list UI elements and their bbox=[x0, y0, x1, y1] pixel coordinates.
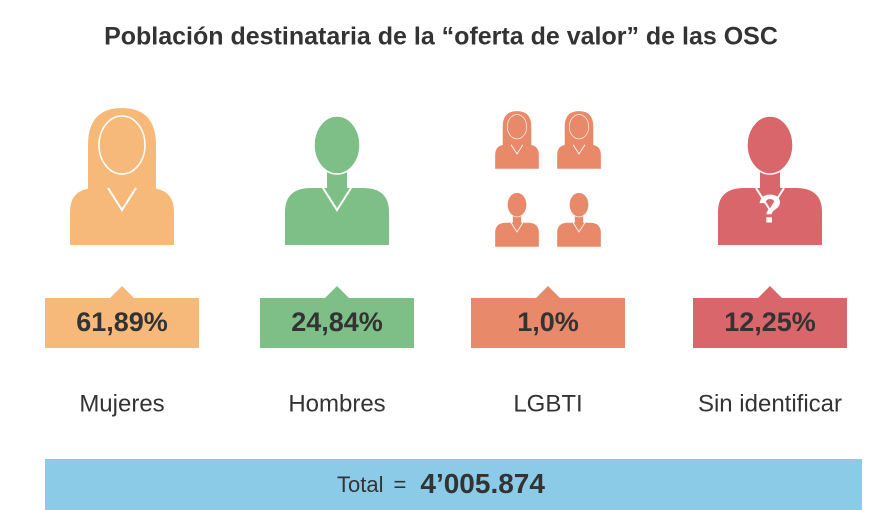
collar bbox=[572, 222, 586, 233]
collar bbox=[755, 187, 785, 212]
person-icon bbox=[285, 115, 389, 245]
body bbox=[557, 222, 601, 247]
total-sign: = bbox=[394, 472, 407, 497]
body bbox=[70, 188, 174, 245]
head bbox=[313, 115, 361, 175]
value: 1,0% bbox=[517, 307, 579, 337]
label: Sin identificar bbox=[698, 390, 842, 417]
label: Hombres bbox=[288, 390, 385, 417]
label: LGBTI bbox=[513, 390, 582, 417]
label: Mujeres bbox=[79, 390, 164, 417]
head bbox=[569, 192, 589, 218]
person-icon bbox=[495, 192, 539, 247]
body bbox=[495, 144, 539, 169]
total-value: 4’005.874 bbox=[420, 468, 545, 499]
icon-text: ? bbox=[758, 188, 782, 232]
neck bbox=[574, 213, 584, 224]
value: 24,84% bbox=[291, 307, 383, 337]
person-icon bbox=[557, 111, 601, 169]
head bbox=[569, 114, 589, 140]
total: Total = 4’005.874 bbox=[337, 468, 545, 499]
value: 12,25% bbox=[724, 307, 816, 337]
neck bbox=[512, 213, 522, 224]
total-label: Total bbox=[337, 472, 383, 497]
head bbox=[507, 114, 527, 140]
neck bbox=[512, 135, 522, 146]
person-icon bbox=[70, 108, 174, 245]
head bbox=[98, 115, 146, 175]
body bbox=[557, 144, 601, 169]
body bbox=[718, 188, 822, 245]
person-icon bbox=[718, 115, 822, 245]
collar bbox=[572, 144, 586, 155]
total-bar bbox=[45, 459, 862, 510]
body bbox=[285, 188, 389, 245]
value-box bbox=[45, 286, 199, 348]
neck bbox=[574, 135, 584, 146]
value: 61,89% bbox=[76, 307, 168, 337]
person-icon bbox=[495, 111, 539, 169]
collar bbox=[322, 187, 352, 212]
person-icon bbox=[557, 192, 601, 247]
value-box bbox=[471, 286, 625, 348]
value-box bbox=[693, 286, 847, 348]
title: Población destinataria de la “oferta de … bbox=[104, 23, 778, 51]
value-box bbox=[260, 286, 414, 348]
body bbox=[495, 222, 539, 247]
collar bbox=[510, 144, 524, 155]
collar bbox=[107, 187, 137, 212]
head bbox=[746, 115, 794, 175]
head bbox=[507, 192, 527, 218]
collar bbox=[510, 222, 524, 233]
